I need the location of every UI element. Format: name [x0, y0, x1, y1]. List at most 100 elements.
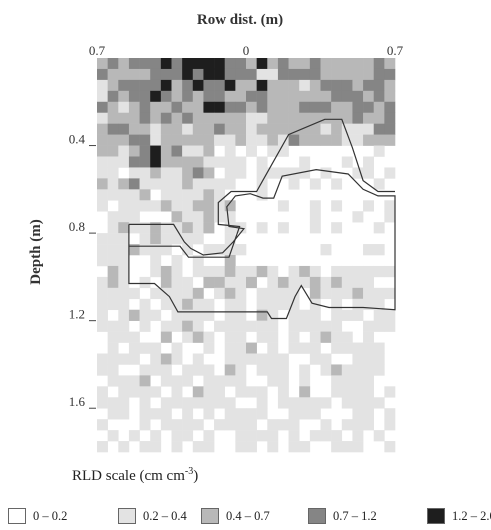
heatmap-cell [309, 58, 321, 70]
heatmap-cell [192, 79, 204, 92]
lower-boundary [128, 168, 396, 320]
heatmap-cell [203, 265, 215, 278]
heatmap-cell [373, 320, 385, 332]
heatmap-cell [214, 101, 226, 114]
heatmap-cell [171, 156, 183, 168]
heatmap-cell [299, 375, 311, 387]
heatmap-cell [320, 287, 332, 300]
heatmap-cell [97, 233, 108, 245]
heatmap-cell [331, 265, 343, 278]
heatmap-cell [192, 331, 204, 343]
heatmap-cell [107, 342, 119, 354]
heatmap-cell [235, 353, 247, 365]
heatmap-cell [171, 298, 183, 311]
heatmap-cell [128, 145, 140, 157]
heatmap-cell [160, 79, 172, 92]
heatmap-cell [107, 68, 119, 81]
heatmap-cell [128, 386, 140, 398]
heatmap-cell [384, 265, 396, 278]
heatmap-cell [97, 386, 108, 398]
heatmap-cell [97, 364, 108, 376]
legend-swatch [201, 508, 219, 524]
heatmap-cell [214, 134, 226, 146]
heatmap-cell [128, 430, 140, 442]
heatmap-cell [139, 79, 151, 92]
heatmap-cell [235, 287, 247, 300]
heatmap-cell [235, 68, 247, 81]
heatmap-cell [182, 178, 194, 190]
heatmap-cell [373, 265, 385, 278]
legend-label: 0.7 – 1.2 [333, 509, 377, 523]
heatmap-cell [118, 386, 130, 398]
heatmap-cell [203, 79, 215, 92]
heatmap-cell [203, 342, 215, 354]
heatmap-cell [214, 79, 226, 92]
heatmap-cell [363, 375, 375, 387]
heatmap-cell [246, 419, 257, 431]
heatmap-cell [341, 331, 353, 343]
heatmap-cell [224, 309, 236, 321]
heatmap-cell [352, 441, 364, 453]
heatmap-cell [363, 353, 375, 365]
heatmap-cell [373, 68, 385, 81]
heatmap-cell [309, 309, 321, 321]
heatmap-cell [171, 200, 183, 212]
heatmap-cell [256, 430, 268, 442]
heatmap-cell [341, 134, 353, 146]
heatmap-cell [171, 145, 183, 157]
heatmap-cell [192, 134, 204, 146]
heatmap-cell [192, 167, 204, 179]
heatmap-cell [171, 134, 183, 146]
heatmap-cell [256, 397, 268, 409]
heatmap-cell [128, 134, 140, 146]
heatmap-cell [309, 211, 321, 223]
heatmap-cell [128, 79, 140, 92]
heatmap-cell [277, 419, 289, 431]
heatmap-cell [341, 441, 353, 453]
heatmap-cell [277, 200, 289, 212]
heatmap-cell [139, 244, 151, 256]
heatmap-cell [331, 309, 343, 321]
heatmap-cell [341, 58, 353, 70]
heatmap-cell [384, 320, 396, 332]
heatmap-cell [118, 211, 130, 223]
heatmap-cell [256, 134, 268, 146]
heatmap-cell [214, 276, 226, 289]
heatmap-cell [256, 123, 268, 135]
heatmap-cell [128, 178, 140, 190]
heatmap-cell [256, 287, 268, 300]
heatmap-cell [224, 58, 236, 70]
heatmap-cell [277, 101, 289, 114]
heatmap-cell [235, 79, 247, 92]
heatmap-cell [128, 189, 140, 201]
heatmap-cell [288, 101, 300, 114]
heatmap-cell [235, 112, 247, 124]
heatmap-cell [256, 298, 268, 311]
heatmap-cell [384, 134, 396, 146]
heatmap-cell [150, 156, 162, 168]
legend-swatch [308, 508, 326, 524]
heatmap-cell [192, 397, 204, 409]
heatmap-cell [160, 265, 172, 278]
heatmap-cell [288, 287, 300, 300]
heatmap-cell [331, 79, 343, 92]
heatmap-cell [128, 353, 140, 365]
heatmap-cell [256, 156, 268, 168]
heatmap-cell [107, 145, 119, 157]
heatmap-cell [363, 101, 375, 114]
heatmap-cell [331, 123, 343, 135]
heatmap-cell [320, 353, 332, 365]
heatmap-cell [171, 233, 183, 245]
heatmap-cell [352, 408, 364, 420]
heatmap-cell [246, 430, 257, 442]
heatmap-cell [267, 419, 279, 431]
heatmap-cell [160, 90, 172, 103]
heatmap-cell [118, 276, 130, 289]
heatmap-cell [128, 222, 140, 234]
heatmap-cell [235, 408, 247, 420]
heatmap-cell [256, 353, 268, 365]
heatmap-cell [224, 353, 236, 365]
heatmap-cell [182, 79, 194, 92]
heatmap-cell [246, 68, 257, 81]
heatmap-cell [150, 386, 162, 398]
